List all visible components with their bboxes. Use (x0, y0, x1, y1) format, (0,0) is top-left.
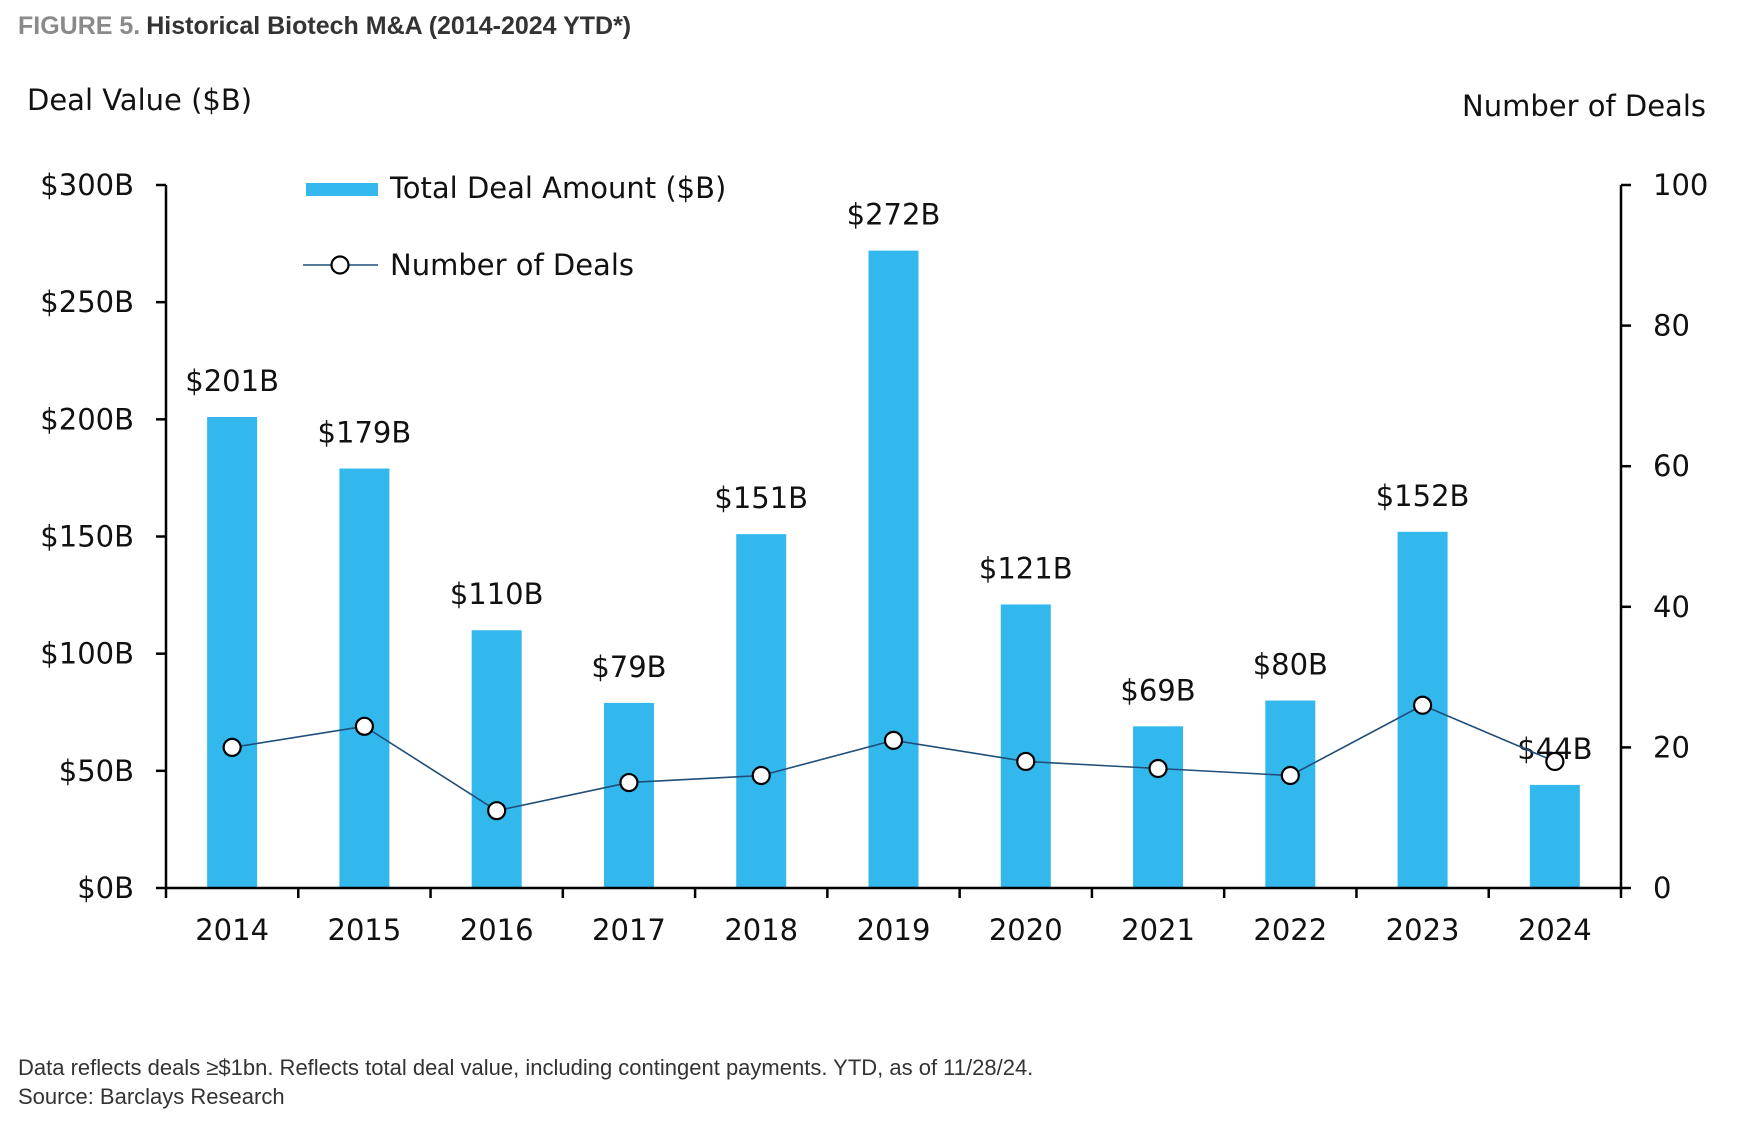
legend-line-label: Number of Deals (390, 248, 634, 282)
y-right-tick-label: 0 (1653, 871, 1671, 905)
bar-2015 (339, 468, 390, 888)
bar-2024 (1529, 784, 1580, 888)
bar-2017 (603, 702, 654, 888)
x-tick-label-2020: 2020 (989, 913, 1063, 947)
bar-value-label-2023: $152B (1376, 479, 1470, 513)
bar-2018 (736, 534, 787, 888)
deal-count-point-2016 (487, 801, 507, 821)
biotech-ma-chart: Deal Value ($B) Number of Deals $201B $179B… (27, 83, 1708, 947)
bar-value-label-2022: $80B (1253, 648, 1328, 682)
y-axis-right-label: Number of Deals (1462, 89, 1706, 123)
y-right-tick-label: 40 (1653, 590, 1690, 624)
y-axis-left-label: Deal Value ($B) (27, 83, 252, 117)
y-left-tick-label: $100B (40, 637, 134, 671)
deal-count-point-2021 (1148, 758, 1168, 779)
x-tick-label-2022: 2022 (1253, 913, 1327, 947)
x-tick-label-2019: 2019 (857, 913, 931, 947)
y-left-tick-label: $300B (40, 168, 134, 202)
bar-2019 (868, 250, 919, 888)
bar-2014 (207, 416, 258, 888)
bar-value-label-2018: $151B (714, 481, 808, 515)
y-right-tick-label: 20 (1653, 730, 1690, 764)
figure-title: FIGURE 5. Historical Biotech M&A (2014-20… (18, 12, 631, 41)
deal-count-point-2023 (1412, 695, 1433, 715)
figure-title-text: Historical Biotech M&A (2014-2024 YTD*) (146, 12, 632, 40)
bar-value-label-2015: $179B (318, 416, 412, 450)
x-tick-label-2024: 2024 (1518, 913, 1592, 947)
bar-value-label-2016: $110B (450, 577, 544, 611)
x-tick-label-2021: 2021 (1121, 913, 1195, 947)
bar-2020 (1000, 604, 1051, 888)
deal-count-point-2019 (883, 730, 904, 750)
deal-count-point-2017 (619, 772, 639, 793)
y-right-tick-label: 100 (1653, 168, 1708, 202)
deal-count-point-2015 (354, 716, 375, 736)
footer-source: Source: Barclays Research (18, 1084, 285, 1109)
x-tick-label-2017: 2017 (592, 913, 666, 947)
legend-bar-label: Total Deal Amount ($B) (389, 171, 726, 205)
bar-value-label-2014: $201B (185, 364, 279, 398)
bar-2021 (1133, 726, 1184, 888)
x-tick-label-2023: 2023 (1386, 913, 1460, 947)
deal-count-point-2014 (222, 737, 242, 758)
deal-count-point-2022 (1280, 765, 1300, 786)
deal-count-point-2024 (1545, 751, 1565, 772)
deal-count-point-2018 (751, 765, 771, 786)
y-right-tick-label: 80 (1653, 309, 1690, 343)
bar-2022 (1265, 700, 1316, 888)
bar-value-label-2017: $79B (591, 650, 666, 684)
bar-value-label-2021: $69B (1120, 673, 1195, 707)
y-left-tick-label: $0B (77, 871, 134, 905)
x-tick-label-2014: 2014 (195, 913, 269, 947)
y-left-tick-label: $150B (40, 520, 134, 554)
legend-line-marker (330, 255, 350, 275)
bar-value-label-2019: $272B (847, 198, 941, 232)
figure-footer: Data reflects deals ≥$1bn. Reflects tota… (18, 1053, 1033, 1111)
deal-count-point-2020 (1016, 751, 1036, 772)
legend-bar-swatch (306, 183, 378, 196)
y-left-tick-label: $200B (40, 402, 134, 436)
y-left-tick-label: $50B (59, 754, 134, 788)
bar-value-label-2020: $121B (979, 551, 1073, 585)
footer-note: Data reflects deals ≥$1bn. Reflects tota… (18, 1055, 1034, 1080)
y-left-tick-label: $250B (40, 285, 134, 319)
y-right-tick-label: 60 (1653, 449, 1690, 483)
x-tick-label-2018: 2018 (724, 913, 798, 947)
x-tick-label-2015: 2015 (328, 913, 402, 947)
x-tick-label-2016: 2016 (460, 913, 534, 947)
figure-label: FIGURE 5. (18, 12, 141, 40)
bar-2016 (471, 630, 522, 888)
